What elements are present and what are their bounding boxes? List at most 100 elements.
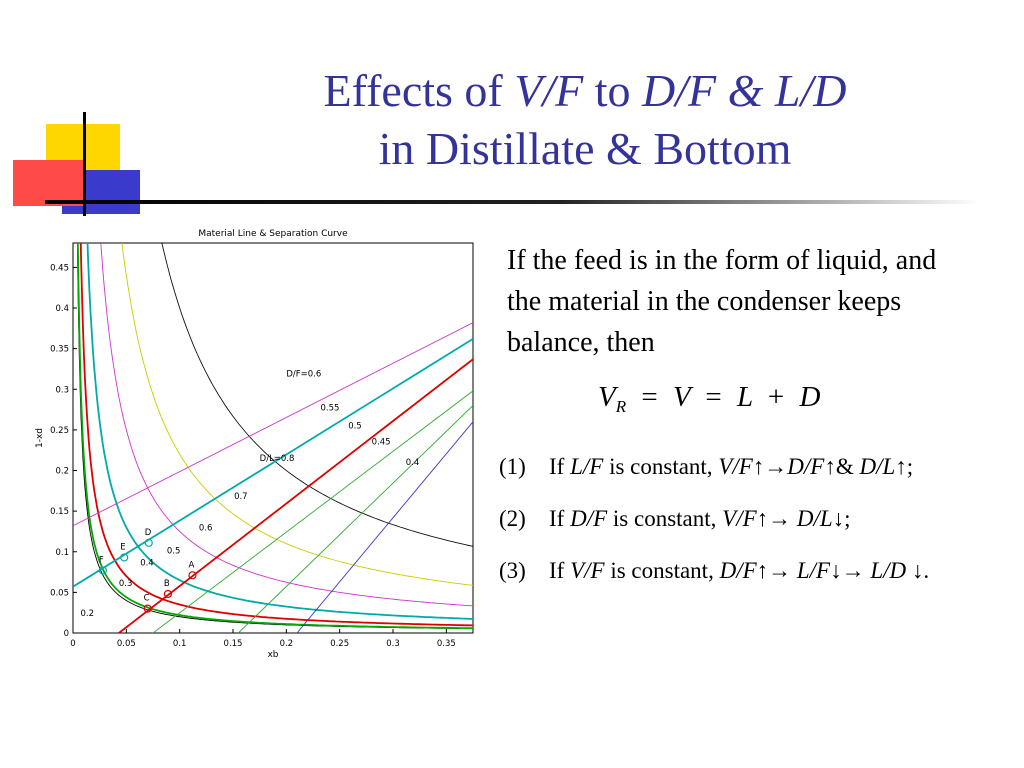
curve-annotation: 0.5 <box>348 421 362 431</box>
slide-title: Effects of V/F to D/F & L/D in Distillat… <box>190 62 980 178</box>
x-tick-label: 0.25 <box>330 639 349 649</box>
x-tick-label: 0.2 <box>280 639 294 649</box>
eq-equals-1: = <box>641 381 658 413</box>
list-item-text: V/F <box>570 558 605 583</box>
y-tick-label: 0 <box>64 629 69 639</box>
list-item-text: D/F <box>570 506 608 531</box>
x-tick-label: 0.15 <box>224 639 243 649</box>
intersection-point <box>188 571 197 580</box>
list-item-text: V/F↑→ D/L↓ <box>722 506 845 531</box>
curve-annotation: 0.4 <box>406 458 420 468</box>
plot-marks <box>73 243 473 633</box>
material-line <box>296 421 473 633</box>
list-item-text: D/F↑→ L/F↓→ L/D ↓ <box>719 558 924 583</box>
y-tick-label: 0.25 <box>50 426 69 436</box>
title-text-2: to <box>583 65 643 116</box>
intersection-point <box>143 604 152 613</box>
eq-term-d: D <box>799 381 821 413</box>
separation-curve <box>161 243 473 547</box>
separation-curve <box>121 243 473 586</box>
chart-title: Material Line & Separation Curve <box>198 229 348 239</box>
y-axis-label: 1-xd <box>35 428 45 448</box>
y-tick-label: 0.4 <box>55 304 69 314</box>
title-line-1: Effects of V/F to D/F & L/D <box>190 62 980 120</box>
list-item: (3) If V/F is constant, D/F↑→ L/F↓→ L/D ↓… <box>499 556 969 586</box>
list-item-text: is constant, <box>603 454 719 479</box>
curve-annotation: 0.45 <box>372 438 391 448</box>
list-item-text: D/L↑ <box>859 454 907 479</box>
curve-annotation: 0.4 <box>140 559 154 569</box>
material-line <box>73 322 473 527</box>
decorative-squares <box>13 112 140 216</box>
separation-curve <box>76 243 473 630</box>
plot-area <box>72 242 474 634</box>
list-item-text: If <box>549 506 571 531</box>
separation-curve <box>79 243 473 627</box>
intersection-point <box>98 566 107 575</box>
equation: VR = V = L + D <box>598 381 858 417</box>
material-line <box>118 358 473 633</box>
list-item-text: If <box>549 454 571 479</box>
curve-annotation: D/L=0.8 <box>260 454 295 464</box>
y-tick-label: 0.05 <box>50 588 69 598</box>
eq-plus: + <box>767 381 785 413</box>
material-line <box>238 405 473 633</box>
point-label: C <box>144 594 150 604</box>
title-text-1: Effects of <box>323 65 515 116</box>
list-item-text: V/F↑→D/F↑ <box>718 454 836 479</box>
list-item-text: is constant, <box>604 558 720 583</box>
y-tick-label: 0.35 <box>50 345 69 355</box>
curve-annotation: 0.2 <box>80 609 94 619</box>
y-tick-label: 0.45 <box>50 263 69 273</box>
curve-annotation: 0.7 <box>234 492 248 502</box>
intro-text: If the feed is in the form of liquid, an… <box>507 245 937 358</box>
x-tick-label: 0.05 <box>117 639 136 649</box>
list-item-text: is constant, <box>607 506 723 531</box>
list-item: (1) If L/F is constant, V/F↑→D/F↑& D/L↑; <box>499 452 969 482</box>
y-tick-label: 0.1 <box>55 548 69 558</box>
point-label: B <box>164 579 170 589</box>
intersection-point <box>144 538 153 547</box>
title-line-2: in Distillate & Bottom <box>378 123 792 174</box>
material-line <box>152 390 473 633</box>
list-item-text: . <box>923 558 930 583</box>
x-tick-label: 0 <box>70 639 75 649</box>
y-tick-label: 0.15 <box>50 507 69 517</box>
vertical-line-decoration <box>83 112 86 216</box>
eq-lhs-sub: R <box>615 397 627 416</box>
list-item-text: If <box>549 558 571 583</box>
list-item-number: (3) <box>499 558 526 583</box>
title-vf: V/F <box>514 65 584 116</box>
list-item-text: ; <box>906 454 914 479</box>
intersection-point <box>120 553 129 562</box>
separation-curve <box>100 243 473 607</box>
x-tick-label: 0.35 <box>437 639 456 649</box>
list-item-text: L/F <box>570 454 604 479</box>
curve-annotation: 0.6 <box>199 524 213 534</box>
list-item: (2) If D/F is constant, V/F↑→ D/L↓; <box>499 504 969 534</box>
red-square-decoration <box>13 160 83 206</box>
eq-equals-2: = <box>705 381 722 413</box>
y-tick-label: 0.2 <box>55 467 69 477</box>
title-df-ld: D/F & L/D <box>642 65 847 116</box>
eq-mid: V <box>672 381 691 413</box>
eq-term-l: L <box>737 381 753 413</box>
point-label: E <box>120 542 125 552</box>
y-tick-label: 0.3 <box>55 385 69 395</box>
x-tick-label: 0.3 <box>386 639 400 649</box>
x-tick-label: 0.1 <box>173 639 187 649</box>
separation-curve <box>86 243 473 620</box>
list-item-number: (1) <box>499 454 526 479</box>
curve-annotation: D/F=0.6 <box>286 369 321 379</box>
list-item-text: ; <box>844 506 851 531</box>
x-axis-label: xb <box>267 650 278 660</box>
curve-annotation: 0.3 <box>119 579 133 589</box>
eq-lhs: V <box>598 381 616 413</box>
list-item-text: & <box>835 454 860 479</box>
point-label: D <box>145 528 152 538</box>
point-label: F <box>99 555 104 565</box>
condition-list: (1) If L/F is constant, V/F↑→D/F↑& D/L↑;(… <box>499 452 969 608</box>
curve-annotation: 0.55 <box>320 403 339 413</box>
curve-annotation: 0.5 <box>167 546 181 556</box>
